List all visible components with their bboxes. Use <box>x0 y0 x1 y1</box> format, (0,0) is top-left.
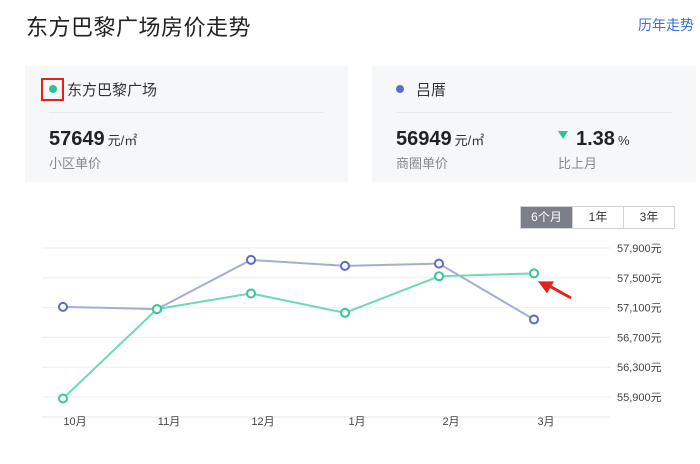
community-price-metric: 57649 元/㎡ 小区单价 <box>49 128 137 172</box>
district-price-value: 56949 <box>396 128 452 150</box>
page-title: 东方巴黎广场房价走势 <box>26 15 252 40</box>
district-card-header: 吕厝 <box>396 66 446 112</box>
month-change-label: 比上月 <box>558 156 598 171</box>
price-trend-chart: 57,900元 57,500元 57,100元 56,700元 56,300元 55,90… <box>42 243 662 428</box>
data-point <box>340 260 350 271</box>
tab-3-years[interactable]: 3年 <box>623 207 674 228</box>
district-price-metric: 56949 元/㎡ 商圈单价 <box>396 128 484 172</box>
month-change-unit: % <box>617 133 630 148</box>
month-change-value: 1.38 <box>576 128 615 150</box>
x-tick-label: 3月 <box>537 416 554 428</box>
data-point <box>434 271 444 282</box>
tab-1-year[interactable]: 1年 <box>572 207 623 228</box>
y-tick-label: 56,700元 <box>617 332 662 344</box>
community-card-header: 东方巴黎广场 <box>41 66 157 112</box>
district-name: 吕厝 <box>416 81 447 99</box>
district-price-label: 商圈单价 <box>396 156 449 171</box>
y-tick-label: 55,900元 <box>617 392 662 404</box>
x-tick-label: 1月 <box>348 416 365 428</box>
data-point <box>529 314 539 325</box>
card-divider <box>396 112 672 113</box>
data-point <box>246 254 256 265</box>
blue-dot-icon <box>396 85 404 93</box>
down-triangle-icon <box>558 131 568 139</box>
district-price-unit: 元/㎡ <box>454 133 485 148</box>
x-tick-label: 2月 <box>442 416 459 428</box>
history-trend-link[interactable]: 历年走势 <box>638 17 694 33</box>
data-point <box>58 393 68 404</box>
annotation-arrow-head <box>538 281 554 294</box>
time-range-tabs: 6个月 1年 3年 <box>520 206 675 229</box>
data-point <box>529 268 539 279</box>
community-price-label: 小区单价 <box>49 156 102 171</box>
community-price-card: 东方巴黎广场 57649 元/㎡ 小区单价 <box>25 66 348 182</box>
green-dot-icon <box>48 85 57 93</box>
series-line <box>62 258 535 321</box>
data-point <box>58 301 68 312</box>
community-price-value: 57649 <box>49 128 105 150</box>
series-line <box>62 272 535 400</box>
data-point <box>152 304 162 315</box>
y-tick-label: 57,100元 <box>617 303 662 315</box>
data-point <box>434 258 444 269</box>
y-tick-label: 57,900元 <box>617 243 662 255</box>
highlight-box <box>41 77 64 101</box>
tab-6-months[interactable]: 6个月 <box>521 207 572 228</box>
community-price-unit: 元/㎡ <box>107 133 138 148</box>
y-tick-label: 56,300元 <box>617 362 662 374</box>
x-tick-label: 11月 <box>158 416 180 428</box>
y-tick-label: 57,500元 <box>617 273 662 285</box>
district-price-card: 吕厝 56949 元/㎡ 商圈单价 1.38% 比上月 <box>372 66 696 182</box>
month-change-metric: 1.38% 比上月 <box>558 128 630 172</box>
card-divider <box>49 112 324 113</box>
x-tick-label: 10月 <box>63 416 86 428</box>
data-point <box>246 288 256 299</box>
data-point <box>340 307 350 318</box>
annotation-arrow-shaft <box>549 285 572 300</box>
community-name: 东方巴黎广场 <box>67 81 158 99</box>
x-tick-label: 12月 <box>251 416 274 428</box>
